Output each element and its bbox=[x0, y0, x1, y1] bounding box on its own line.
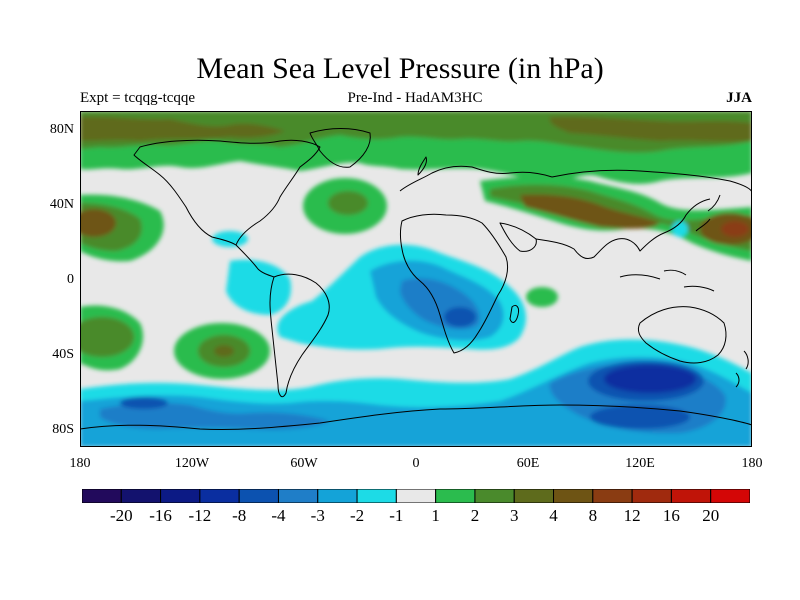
colorbar bbox=[82, 489, 750, 503]
europe-coast bbox=[399, 165, 553, 192]
lon-tick-60w: 60W bbox=[290, 456, 318, 471]
contour-nw-4 bbox=[80, 209, 116, 237]
colorbar-box bbox=[710, 489, 750, 503]
season-label: JJA bbox=[726, 90, 752, 106]
colorbar-box bbox=[356, 489, 397, 503]
colorbar-box bbox=[670, 489, 712, 503]
contour-tropic-pac bbox=[226, 259, 292, 315]
north-america-coast bbox=[133, 139, 321, 246]
contour-pacific-n2 bbox=[721, 221, 749, 237]
contour-africa-4 bbox=[444, 307, 476, 327]
contour-south-3 bbox=[100, 402, 330, 430]
experiment-label: Expt = tcqqg-tcqqe bbox=[80, 90, 196, 106]
contour-tropic-pac2 bbox=[212, 231, 248, 247]
comparison-label: Pre-Ind - HadAM3HC bbox=[347, 90, 483, 106]
colorbar-label: 2 bbox=[470, 506, 480, 525]
south-america-coast bbox=[269, 273, 330, 398]
lat-tick-80s: 80S bbox=[52, 422, 74, 437]
madagascar-coast bbox=[509, 304, 519, 323]
colorbar-label: 16 bbox=[662, 506, 680, 525]
colorbar-box bbox=[199, 489, 240, 503]
lat-tick-40s: 40S bbox=[52, 347, 74, 362]
colorbar-label: 4 bbox=[549, 506, 558, 525]
colorbar-label: -16 bbox=[149, 506, 172, 525]
colorbar-label: -3 bbox=[310, 506, 325, 525]
lat-tick-0: 0 bbox=[67, 272, 74, 287]
contour-io bbox=[526, 287, 558, 307]
contour-asia-4 bbox=[520, 194, 660, 229]
central-america-coast bbox=[235, 244, 275, 278]
colorbar-box bbox=[82, 489, 122, 503]
pressure-contours bbox=[80, 111, 752, 447]
colorbar-label: -4 bbox=[271, 506, 286, 525]
contour-south-8 bbox=[120, 397, 168, 409]
colorbar-label: -20 bbox=[109, 506, 133, 525]
colorbar-label: 1 bbox=[431, 506, 440, 525]
colorbar-box bbox=[160, 489, 201, 503]
colorbar-label: 12 bbox=[623, 506, 641, 525]
colorbar-box bbox=[238, 489, 279, 503]
africa-coast bbox=[400, 213, 509, 354]
australia-coast bbox=[637, 306, 727, 364]
colorbar-box bbox=[592, 489, 633, 503]
new-zealand-coast bbox=[735, 350, 749, 388]
lon-tick-120w: 120W bbox=[174, 456, 210, 471]
colorbar-label: -8 bbox=[232, 506, 247, 525]
colorbar-label: 8 bbox=[588, 506, 598, 525]
colorbar-box bbox=[435, 489, 476, 503]
pressure-map bbox=[80, 111, 752, 447]
colorbar-label: -2 bbox=[349, 506, 365, 525]
lat-tick-40n: 40N bbox=[49, 197, 74, 212]
contour-sp-4 bbox=[214, 345, 234, 357]
greenland-coast bbox=[309, 128, 371, 168]
colorbar-box bbox=[474, 489, 515, 503]
antarctica-coast bbox=[80, 404, 752, 431]
contour-south-7 bbox=[590, 405, 690, 429]
contour-north-5 bbox=[549, 116, 752, 142]
colorbar-box bbox=[277, 489, 319, 503]
map-frame bbox=[80, 111, 752, 447]
uk-coast bbox=[417, 156, 427, 176]
colorbar-box bbox=[513, 489, 555, 503]
contour-north-4 bbox=[80, 116, 285, 141]
lat-tick-80n: 80N bbox=[49, 122, 74, 137]
lon-tick-180e: 180 bbox=[741, 456, 763, 471]
contour-sw-3 bbox=[80, 317, 134, 357]
japan-coast bbox=[695, 194, 721, 232]
colorbar-box bbox=[631, 489, 672, 503]
colorbar-box bbox=[395, 489, 437, 503]
lon-tick-0: 0 bbox=[412, 456, 420, 471]
contour-indo-1 bbox=[672, 221, 688, 237]
contour-atlantic-3 bbox=[328, 191, 368, 215]
lon-tick-120e: 120E bbox=[625, 456, 655, 471]
indonesia-coast bbox=[619, 269, 715, 292]
chart-title: Mean Sea Level Pressure (in hPa) bbox=[196, 52, 604, 85]
lon-tick-60e: 60E bbox=[516, 456, 540, 471]
arabia-coast bbox=[499, 222, 537, 252]
asia-coast bbox=[535, 169, 752, 260]
colorbar-label: -1 bbox=[389, 506, 404, 525]
lon-tick-180w: 180 bbox=[69, 456, 91, 471]
colorbar-label: 3 bbox=[509, 506, 519, 525]
colorbar-label: 20 bbox=[702, 506, 720, 525]
colorbar-label: -12 bbox=[188, 506, 212, 525]
contour-south-6 bbox=[604, 365, 696, 393]
colorbar-box bbox=[120, 489, 162, 503]
colorbar-box bbox=[553, 489, 594, 503]
colorbar-box bbox=[317, 489, 358, 503]
coastlines bbox=[80, 128, 752, 431]
